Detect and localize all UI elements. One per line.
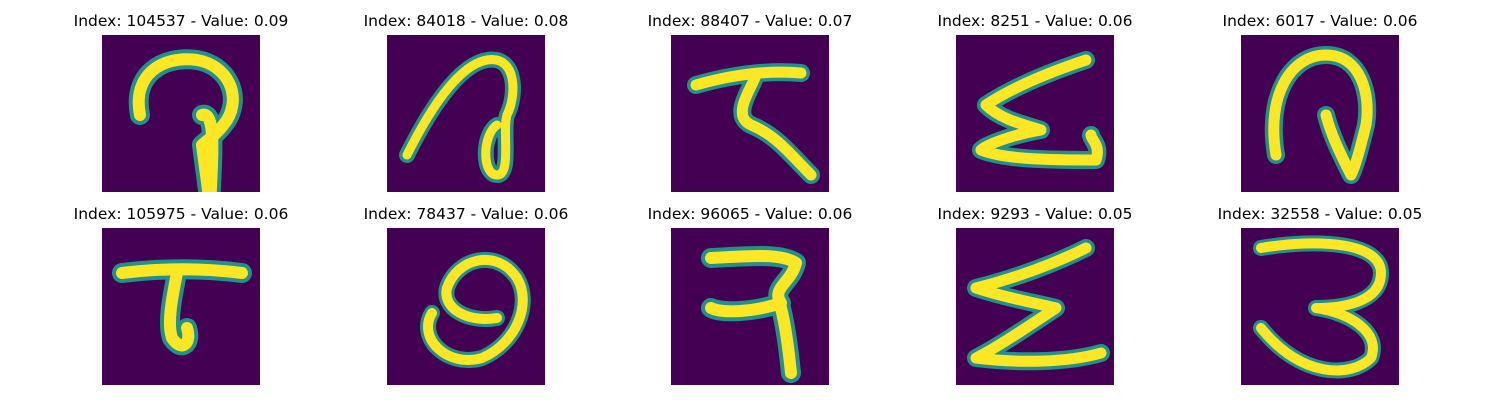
handwritten-glyph-7 — [420, 252, 531, 368]
handwritten-glyph-8 — [701, 246, 806, 383]
digit-image-7 — [387, 228, 545, 385]
digit-image-6 — [102, 228, 260, 385]
handwritten-glyph-4 — [972, 51, 1107, 169]
handwritten-glyph-5 — [1264, 46, 1377, 184]
panel-title-3: Index: 88407 - Value: 0.07 — [647, 12, 853, 30]
digit-image-4 — [956, 35, 1114, 192]
handwritten-glyph-3 — [687, 63, 820, 184]
panel-title-6: Index: 105975 - Value: 0.06 — [73, 205, 289, 223]
digit-image-5 — [1241, 35, 1399, 192]
digit-image-10 — [1241, 228, 1399, 385]
digit-image-9 — [956, 228, 1114, 385]
panel-title-8: Index: 96065 - Value: 0.06 — [647, 205, 853, 223]
handwritten-glyph-2 — [399, 51, 521, 183]
digit-image-2 — [387, 35, 545, 192]
panel-title-7: Index: 78437 - Value: 0.06 — [363, 205, 569, 223]
panel-title-4: Index: 8251 - Value: 0.06 — [937, 12, 1133, 30]
handwritten-glyph-9 — [967, 239, 1110, 371]
digit-image-3 — [671, 35, 829, 192]
digit-image-8 — [671, 228, 829, 385]
digit-image-1 — [102, 35, 260, 192]
panel-title-1: Index: 104537 - Value: 0.09 — [73, 12, 289, 30]
panel-title-10: Index: 32558 - Value: 0.05 — [1217, 205, 1423, 223]
handwritten-glyph-1 — [128, 49, 243, 192]
panel-title-2: Index: 84018 - Value: 0.08 — [363, 12, 569, 30]
handwritten-glyph-10 — [1253, 235, 1389, 379]
handwritten-glyph-6 — [112, 259, 252, 356]
panel-title-5: Index: 6017 - Value: 0.06 — [1222, 12, 1418, 30]
panel-title-9: Index: 9293 - Value: 0.05 — [937, 205, 1133, 223]
